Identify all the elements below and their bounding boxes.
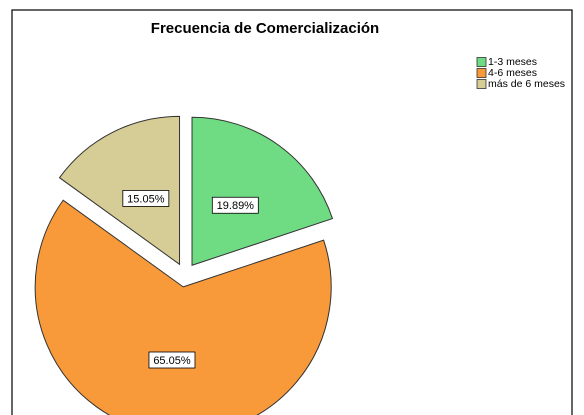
data-label-box <box>122 190 170 207</box>
legend-label: 4-6 meses <box>488 67 537 79</box>
legend-label: 1-3 meses <box>488 56 537 68</box>
legend-swatch <box>476 68 487 78</box>
pie-slice <box>191 116 334 266</box>
pie-slice <box>34 199 332 415</box>
data-label: 15.05% <box>127 193 165 205</box>
pie-slice <box>58 115 181 266</box>
data-label: 65.05% <box>153 355 191 367</box>
legend-label: más de 6 meses <box>488 78 565 90</box>
legend-swatch <box>476 79 487 89</box>
data-label: 19.89% <box>217 200 255 212</box>
legend-swatch <box>476 57 487 67</box>
chart-title: Frecuencia de Comercialización <box>151 20 379 37</box>
data-label-box <box>148 351 196 369</box>
data-label-box <box>211 196 259 214</box>
